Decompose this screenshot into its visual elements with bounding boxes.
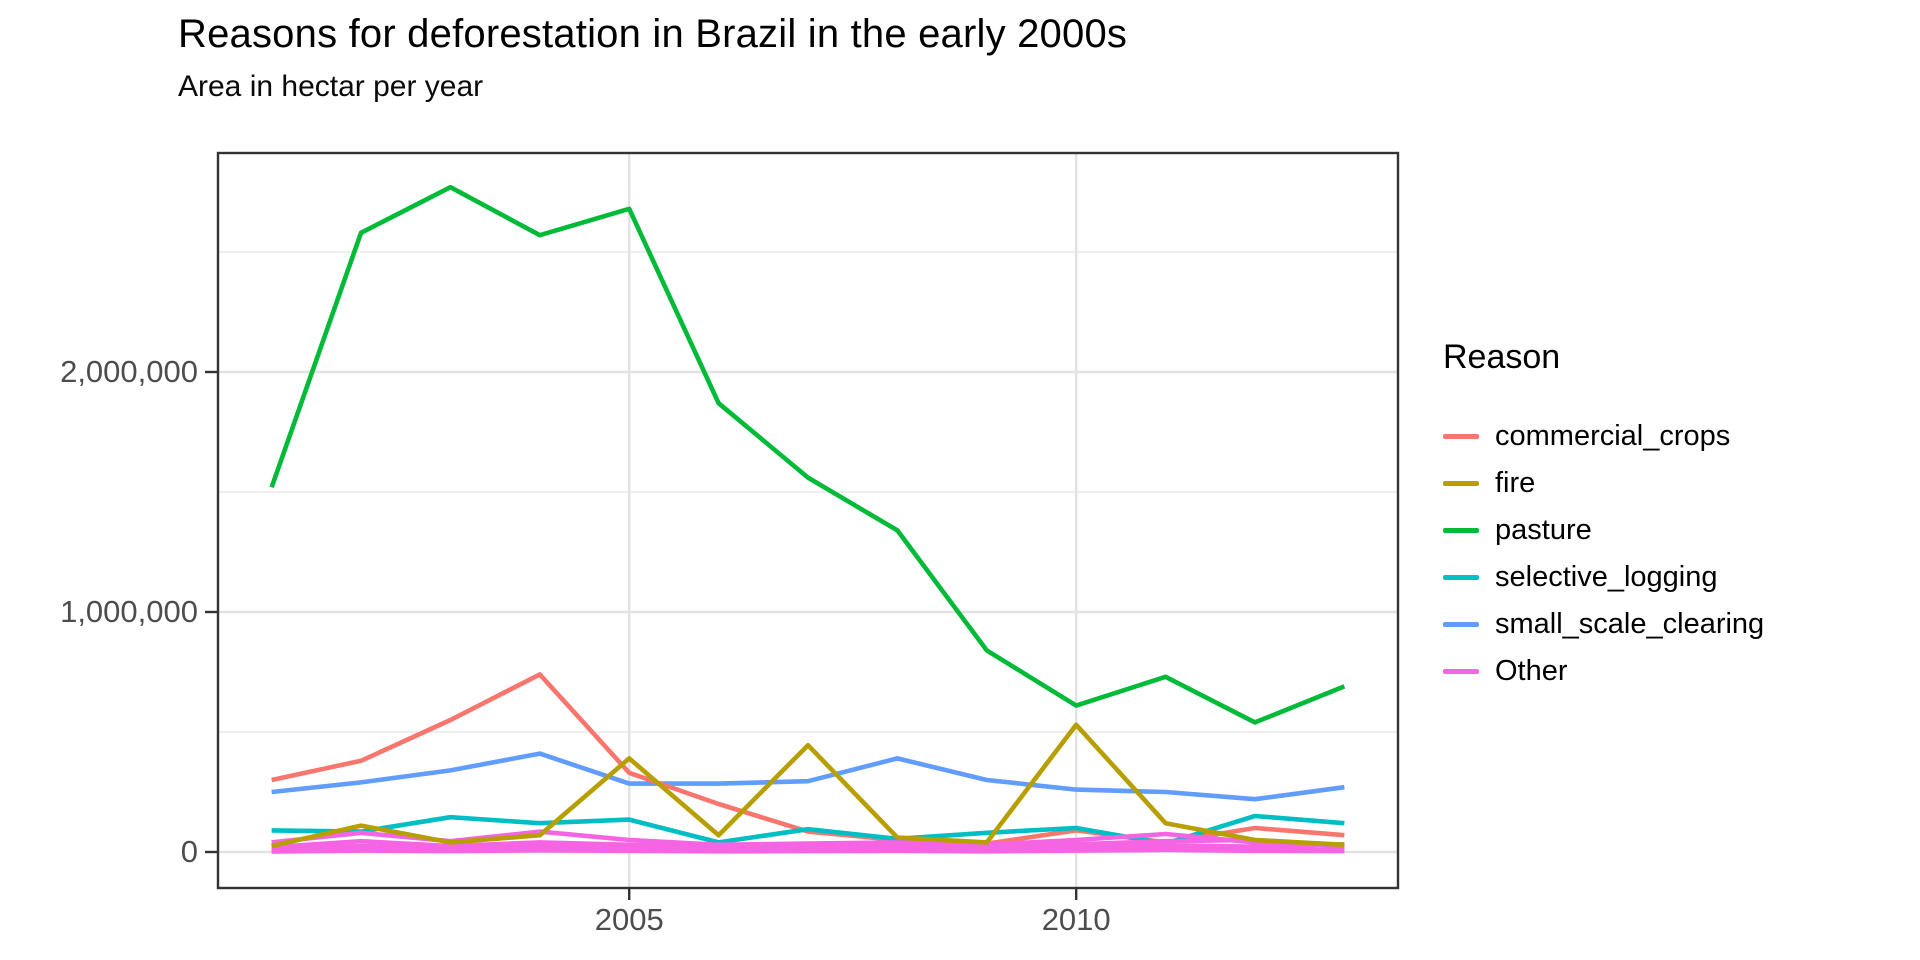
legend-title: Reason: [1443, 338, 1561, 376]
legend-label: commercial_crops: [1495, 420, 1731, 452]
x-axis-tick-label: 2005: [594, 902, 664, 937]
legend-item-small-scale-clearing: small_scale_clearing: [1443, 601, 1764, 648]
series-line-small_scale_clearing: [271, 751, 1345, 802]
legend-swatch-small-scale-clearing: [1443, 622, 1479, 627]
series-line-fire: [271, 722, 1345, 849]
legend-label: small_scale_clearing: [1495, 608, 1765, 640]
legend-swatch-commercial-crops: [1443, 434, 1479, 439]
legend-swatch-other: [1443, 669, 1479, 674]
chart-subtitle: Area in hectar per year: [178, 70, 484, 103]
legend-item-other: Other: [1443, 648, 1764, 695]
panel-border: [216, 151, 1400, 890]
y-axis-tick-label: 1,000,000: [60, 594, 198, 629]
legend-label: Other: [1495, 655, 1568, 687]
y-axis-tick-label: 0: [180, 834, 198, 869]
legend-item-pasture: pasture: [1443, 507, 1764, 554]
legend: Reason commercial_crops fire pasture sel…: [1443, 338, 1764, 695]
series-line-pasture: [269, 184, 1346, 725]
legend-swatch-fire: [1443, 481, 1479, 486]
legend-label: selective_logging: [1495, 561, 1718, 593]
y-axis-tick-label: 2,000,000: [60, 354, 198, 389]
chart-title: Reasons for deforestation in Brazil in t…: [178, 12, 1128, 56]
legend-item-fire: fire: [1443, 460, 1764, 507]
series-line-other-strand-4: [271, 847, 1345, 854]
legend-item-selective-logging: selective_logging: [1443, 554, 1764, 601]
legend-label: pasture: [1495, 514, 1592, 546]
legend-swatch-selective-logging: [1443, 575, 1479, 580]
legend-item-commercial-crops: commercial_crops: [1443, 413, 1764, 460]
x-axis-tick-label: 2010: [1041, 902, 1111, 937]
legend-swatch-pasture: [1443, 528, 1479, 533]
legend-label: fire: [1495, 467, 1536, 499]
